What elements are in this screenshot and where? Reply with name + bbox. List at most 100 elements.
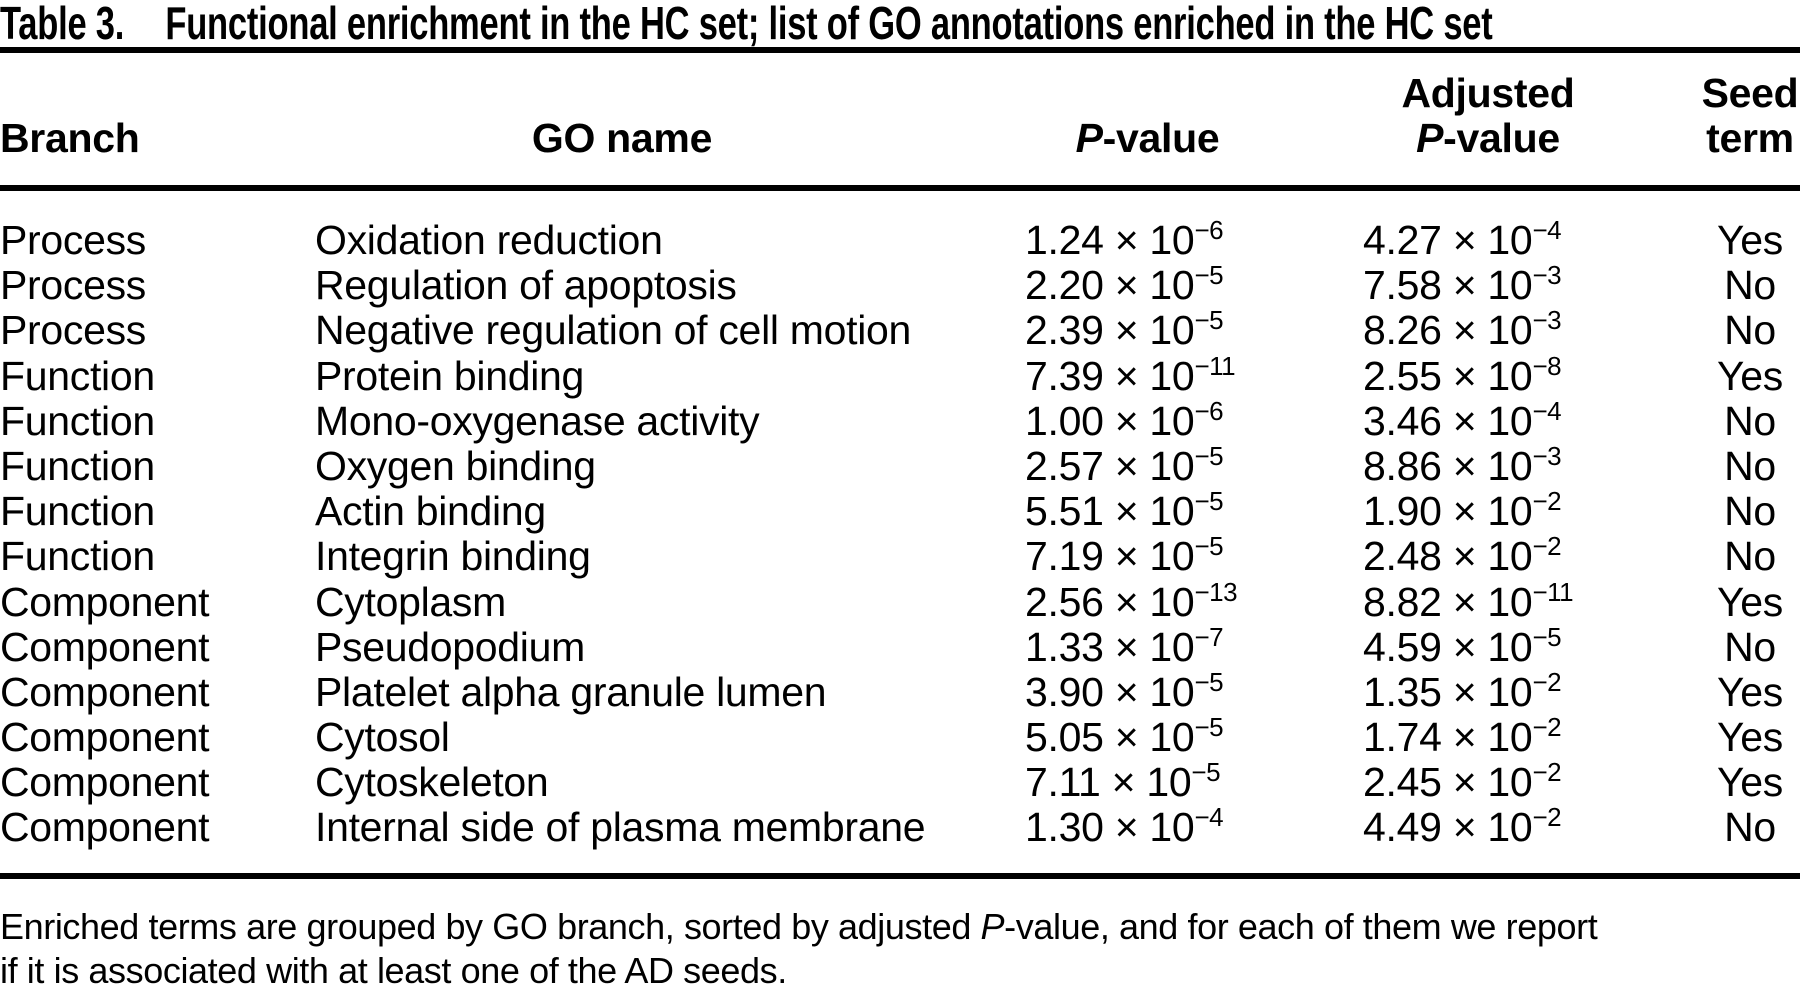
adjusted-p-value-cell: 2.55 × 10−8 [1363,350,1562,399]
p-value-cell: 2.39 × 10−5 [1025,305,1224,354]
exponent-superscript: −2 [1532,666,1562,697]
go-name-cell: Platelet alpha granule lumen [315,668,827,715]
column-header-seed-term: Seed term [1701,70,1799,161]
seed-term-cell: Yes [1717,578,1783,625]
footnote-line-2: if it is associated with at least one of… [0,950,787,991]
table-row: Component Cytoplasm 2.56 × 10−13 8.82 × 10−… [0,576,1800,625]
adjusted-p-value-cell: 7.58 × 10−3 [1363,260,1562,309]
adjusted-p-value-cell: 2.45 × 10−2 [1363,757,1562,806]
table-row: Process Negative regulation of cell motio… [0,305,1800,354]
go-name-cell: Pseudopodium [315,623,585,670]
table-row: Function Mono-oxygenase activity 1.00 × 10… [0,395,1800,444]
seed-term-cell: Yes [1717,759,1783,806]
p-value-cell: 2.57 × 10−5 [1025,440,1224,489]
branch-cell: Component [0,578,210,625]
column-header-adjusted-p-value: Adjusted P-value [1401,70,1575,161]
seed-term-cell: No [1724,397,1776,444]
seed-term-cell: No [1724,262,1776,309]
table-row: Function Oxygen binding 2.57 × 10−5 8.86 × … [0,440,1800,489]
exponent-superscript: −2 [1532,712,1562,743]
branch-cell: Process [0,217,147,263]
adjusted-p-value-cell: 1.74 × 10−2 [1363,712,1562,761]
table-row: Process Oxidation reduction 1.24 × 10−6 4.2… [0,215,1800,263]
exponent-superscript: −5 [1194,712,1224,743]
go-name-cell: Mono-oxygenase activity [315,397,760,444]
exponent-superscript: −2 [1532,531,1562,562]
adjusted-p-value-cell: 1.35 × 10−2 [1363,666,1562,715]
exponent-superscript: −4 [1194,802,1224,833]
table-row: Component Internal side of plasma membran… [0,802,1800,851]
seed-term-cell: Yes [1717,352,1783,399]
branch-cell: Function [0,533,155,580]
exponent-superscript: −6 [1194,395,1224,426]
exponent-superscript: −3 [1532,260,1562,291]
column-header-p-value: P-value [1075,115,1220,161]
exponent-superscript: −3 [1532,440,1562,471]
column-header-go-name: GO name [531,115,713,161]
table-row: Component Platelet alpha granule lumen 3.9… [0,666,1800,715]
exponent-superscript: −11 [1194,350,1236,381]
adjusted-p-value-cell: 1.90 × 10−2 [1363,486,1562,535]
branch-cell: Component [0,714,210,761]
column-header-branch: Branch [0,115,140,161]
p-value-cell: 7.11 × 10−5 [1025,757,1221,806]
table-header: Branch GO name P-value Adjusted P-value … [0,53,1800,191]
table-title-row: Table 3. Functional enrichment in the HC … [0,0,1800,53]
branch-cell: Function [0,488,155,535]
exponent-superscript: −2 [1532,486,1562,517]
go-name-cell: Actin binding [315,488,546,535]
exponent-superscript: −5 [1194,305,1224,336]
exponent-superscript: −2 [1532,802,1562,833]
branch-cell: Function [0,442,155,489]
go-name-cell: Integrin binding [315,533,591,580]
exponent-superscript: −3 [1532,305,1562,336]
seed-term-cell: Yes [1717,668,1783,715]
adjusted-p-value-cell: 4.59 × 10−5 [1363,621,1562,670]
adjusted-p-value-cell: 4.27 × 10−4 [1363,215,1562,263]
branch-cell: Function [0,352,155,399]
branch-cell: Process [0,262,147,309]
branch-cell: Function [0,397,155,444]
go-name-cell: Cytosol [315,714,450,761]
seed-term-cell: No [1724,442,1776,489]
p-value-cell: 7.39 × 10−11 [1025,350,1236,399]
adjusted-p-value-cell: 2.48 × 10−2 [1363,531,1562,580]
table-row: Function Integrin binding 7.19 × 10−5 2.48 … [0,531,1800,580]
exponent-superscript: −5 [1194,260,1224,291]
seed-term-cell: No [1724,804,1776,851]
adjusted-p-value-cell: 3.46 × 10−4 [1363,395,1562,444]
branch-cell: Component [0,623,210,670]
table-row: Function Actin binding 5.51 × 10−5 1.90 × 1… [0,486,1800,535]
exponent-superscript: −5 [1194,486,1224,517]
exponent-superscript: −2 [1532,757,1562,788]
go-name-cell: Cytoskeleton [315,759,549,806]
table-caption: Functional enrichment in the HC set; lis… [165,0,1493,49]
p-value-cell: 7.19 × 10−5 [1025,531,1224,580]
seed-term-cell: No [1724,488,1776,535]
table-row: Component Cytosol 5.05 × 10−5 1.74 × 10−2 Ye… [0,712,1800,761]
table-row: Function Protein binding 7.39 × 10−11 2.55 … [0,350,1800,399]
exponent-superscript: −6 [1194,215,1224,245]
exponent-superscript: −4 [1532,215,1562,245]
seed-term-cell: No [1724,623,1776,670]
adjusted-p-value-cell: 8.82 × 10−11 [1363,576,1574,625]
go-name-cell: Cytoplasm [315,578,506,625]
seed-term-cell: Yes [1717,714,1783,761]
p-value-cell: 2.56 × 10−13 [1025,576,1238,625]
branch-cell: Process [0,307,147,354]
branch-cell: Component [0,759,210,806]
exponent-superscript: −5 [1191,757,1221,788]
go-name-cell: Regulation of apoptosis [315,262,737,309]
table-body: Process Oxidation reduction 1.24 × 10−6 4.2… [0,191,1800,879]
branch-cell: Component [0,668,210,715]
p-value-cell: 1.30 × 10−4 [1025,802,1224,851]
exponent-superscript: −5 [1194,440,1224,471]
seed-term-cell: No [1724,533,1776,580]
table-row: Component Cytoskeleton 7.11 × 10−5 2.45 × 1… [0,757,1800,806]
footnote-line-1: Enriched terms are grouped by GO branch,… [0,906,1598,947]
go-name-cell: Negative regulation of cell motion [315,307,912,354]
go-name-cell: Oxygen binding [315,442,596,489]
p-value-cell: 5.05 × 10−5 [1025,712,1224,761]
p-value-cell: 2.20 × 10−5 [1025,260,1224,309]
